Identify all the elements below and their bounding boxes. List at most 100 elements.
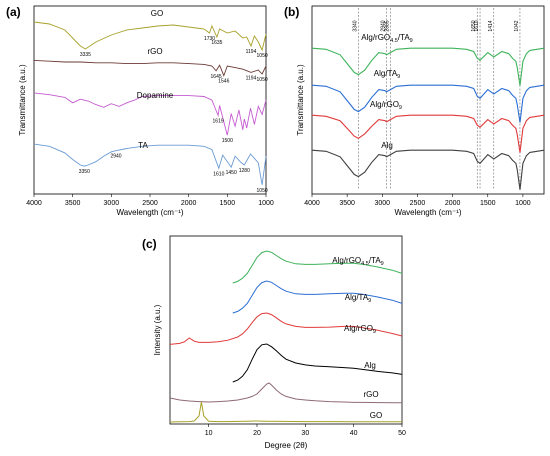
panel-a-xtick-3000: 3000	[104, 200, 120, 207]
panel-b-xticks: 4000 3500 3000 2500 2000 1500 1000	[304, 194, 531, 207]
panel-a-xtick-4000: 4000	[26, 200, 42, 207]
panel-b-line-alg-ta9	[311, 84, 545, 123]
panel-b-xtick-3000: 3000	[375, 200, 391, 207]
panel-a-annotation-dopamine-1500: 1500	[222, 138, 233, 144]
panel-c-xticks: 10 20 30 40 50	[205, 424, 406, 437]
panel-b-line-alg	[311, 149, 545, 190]
panel-b-series: Alg/rGO4.5/TA9 Alg/TA9 Alg/rGO9 Alg	[311, 33, 545, 190]
panel-a-annotation-dopamine-1619: 1619	[213, 118, 224, 124]
panel-c-line-alg	[232, 343, 403, 383]
panel-a-line-ta	[33, 143, 267, 185]
panel-b-series-label-alg-rgo4-5-ta9: Alg/rGO4.5/TA9	[361, 33, 412, 44]
panel-b-series-label-alg-ta9: Alg/TA9	[374, 69, 400, 80]
panel-a-xtick-2500: 2500	[142, 200, 158, 207]
panel-a-annotation-rgo-1050: 1050	[257, 77, 268, 83]
panel-c-line-alg-rgo4-5-ta9	[232, 250, 403, 284]
panel-b-series-alg: Alg	[311, 141, 545, 190]
panel-b-series-label-alg-rgo9: Alg/rGO9	[370, 100, 402, 111]
panel-a-series-label-dopamine: Dopamine	[137, 91, 174, 100]
panel-a-annotation-go-1730: 1730	[204, 36, 215, 42]
panel-c-series-label-go: GO	[370, 411, 382, 420]
panel-a-xtick-2000: 2000	[181, 200, 197, 207]
panel-a-annotation-go-3335: 3335	[80, 52, 91, 58]
panel-a-series-ta: TA 3350 2940 1610 1450 1280 1050	[33, 141, 268, 194]
panel-a-xticks: 4000 3500 3000 2500 2000 1500 1000	[26, 194, 274, 207]
panel-a-line-dopamine	[33, 92, 267, 136]
panel-b-ylabel: Transmittance (a.u.)	[296, 64, 305, 136]
panel-a-xlabel: Wavelength (cm⁻¹)	[116, 208, 183, 217]
panel-b-refline-label-1414: 1414	[488, 20, 494, 31]
panel-b-refline-label-1650: 1650	[471, 20, 477, 31]
panel-a-annotation-ta-1280: 1280	[239, 168, 250, 174]
panel-c-xrd: (c) Alg/rGO4.5/TA9 Alg/TA9 Alg/rGO9 Alg rGO G…	[142, 235, 406, 450]
panel-a-annotation-go-1635: 1635	[211, 40, 222, 46]
panel-a-series-label-ta: TA	[138, 141, 148, 150]
panel-a-annotation-ta-1450: 1450	[226, 170, 237, 176]
panel-a-annotation-ta-3350: 3350	[79, 169, 90, 175]
panel-b-xtick-2000: 2000	[445, 200, 461, 207]
panel-c-series: Alg/rGO4.5/TA9 Alg/TA9 Alg/rGO9 Alg rGO GO	[169, 250, 403, 423]
panel-a-line-go	[33, 21, 267, 52]
panel-a-xtick-1000: 1000	[258, 200, 274, 207]
panel-c-xtick-10: 10	[205, 430, 213, 437]
panel-b-refline-label-1610: 1610	[474, 20, 480, 31]
panel-b-series-alg-rgo4-5-ta9: Alg/rGO4.5/TA9	[311, 33, 545, 86]
panel-b-refline-label-2940: 2940	[381, 20, 387, 31]
panel-a-annotation-rgo-1546: 1546	[218, 79, 229, 85]
panel-b-xlabel: Wavelength (cm⁻¹)	[394, 208, 461, 217]
panel-a-annotation-rgo-1194: 1194	[246, 75, 257, 81]
panel-c-series-label-alg-rgo4-5-ta9: Alg/rGO4.5/TA9	[332, 256, 383, 267]
panel-c-xlabel: Degree (2θ)	[265, 441, 308, 450]
panel-b-xtick-1500: 1500	[480, 200, 496, 207]
panel-a-xtick-3500: 3500	[65, 200, 81, 207]
panel-a-annotation-ta-1610: 1610	[213, 171, 224, 177]
panel-b-xtick-1000: 1000	[515, 200, 531, 207]
panel-c-series-go: GO	[169, 401, 402, 423]
panel-c-frame	[169, 235, 403, 425]
panel-c-series-label-alg-rgo9: Alg/rGO9	[344, 324, 376, 335]
panel-c-series-alg-rgo4-5-ta9: Alg/rGO4.5/TA9	[232, 250, 403, 284]
panel-c-series-alg-rgo9: Alg/rGO9	[169, 312, 403, 345]
panel-a-line-rgo	[33, 59, 267, 77]
panel-c-series-alg: Alg	[232, 343, 403, 383]
panel-a-ylabel: Transmittance (a.u.)	[18, 64, 27, 136]
panel-b-xtick-2500: 2500	[410, 200, 426, 207]
panel-b-series-alg-ta9: Alg/TA9	[311, 69, 545, 123]
panel-c-series-alg-ta9: Alg/TA9	[232, 280, 403, 314]
panel-c-xtick-20: 20	[253, 430, 261, 437]
panel-a-annotation-go-1050: 1050	[257, 53, 268, 59]
panel-b-frame	[311, 5, 545, 195]
panel-b-xtick-4000: 4000	[304, 200, 320, 207]
panel-a-ftir-raw: (a) GO33351730163511941050rGO16451546119…	[6, 5, 274, 217]
panel-a-annotation-rgo-1645: 1645	[211, 74, 222, 80]
panel-c-line-alg-ta9	[232, 280, 403, 314]
panel-a-series-label-rgo: rGO	[147, 47, 162, 56]
panel-c-xtick-50: 50	[398, 430, 406, 437]
panel-c-label: (c)	[142, 237, 157, 251]
panel-b-refline-label-2885: 2885	[384, 20, 390, 31]
panel-b-series-alg-rgo9: Alg/rGO9	[311, 100, 545, 153]
panel-a-series-label-go: GO	[151, 9, 163, 18]
panel-a-xtick-1500: 1500	[220, 200, 236, 207]
panel-c-series-label-alg: Alg	[364, 361, 376, 370]
panel-b-refline-label-1042: 1042	[514, 20, 520, 31]
panel-b-xtick-3500: 3500	[339, 200, 355, 207]
panel-c-series-label-alg-ta9: Alg/TA9	[345, 293, 371, 304]
panel-a-series-dopamine: Dopamine 1619 1500	[33, 91, 267, 144]
panel-c-line-rgo	[169, 382, 402, 404]
panel-a-annotation-go-1194: 1194	[246, 49, 257, 55]
panel-a-annotation-ta-2940: 2940	[110, 154, 121, 160]
panel-a-annotation-ta-1050: 1050	[257, 188, 268, 194]
panel-c-line-alg-rgo9	[169, 312, 403, 345]
panel-c-ylabel: Intensity (a.u.)	[153, 304, 162, 355]
panel-a-label: (a)	[6, 5, 21, 19]
panel-c-line-go	[169, 401, 402, 423]
panel-c-xtick-30: 30	[301, 430, 309, 437]
panel-c-series-label-rgo: rGO	[363, 390, 378, 399]
panel-b-series-label-alg: Alg	[381, 141, 393, 150]
panel-c-series-rgo: rGO	[169, 382, 402, 404]
